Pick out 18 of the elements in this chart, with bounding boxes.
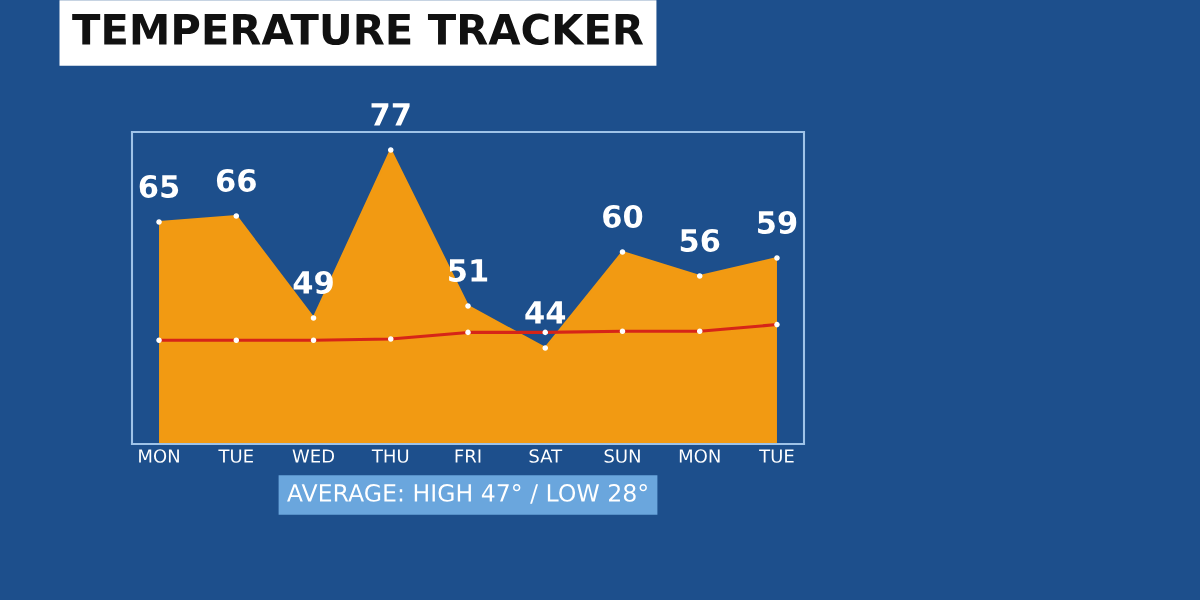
x-tick-label: FRI bbox=[455, 449, 481, 463]
data-label: 56 bbox=[680, 228, 720, 253]
text: AVERAGE: HIGH 47° / LOW 28° bbox=[287, 483, 647, 504]
x-tick-label: SUN bbox=[604, 449, 640, 463]
data-label: 65 bbox=[139, 174, 179, 199]
chart-title: TEMPERATURE TRACKER bbox=[72, 13, 644, 46]
x-tick-label: TUE bbox=[218, 449, 253, 463]
data-label: 77 bbox=[371, 103, 410, 126]
data-label: 44 bbox=[525, 301, 566, 324]
x-tick-label: MON bbox=[679, 449, 720, 463]
x-tick-label: WED bbox=[292, 449, 335, 463]
data-label: 60 bbox=[603, 204, 643, 229]
x-tick-label: TUE bbox=[759, 449, 794, 463]
data-label: 66 bbox=[216, 168, 256, 193]
data-label: 59 bbox=[758, 210, 797, 235]
x-tick-label: MON bbox=[139, 449, 179, 463]
x-tick-label: THU bbox=[371, 449, 409, 463]
x-tick-label: SAT bbox=[529, 449, 563, 463]
